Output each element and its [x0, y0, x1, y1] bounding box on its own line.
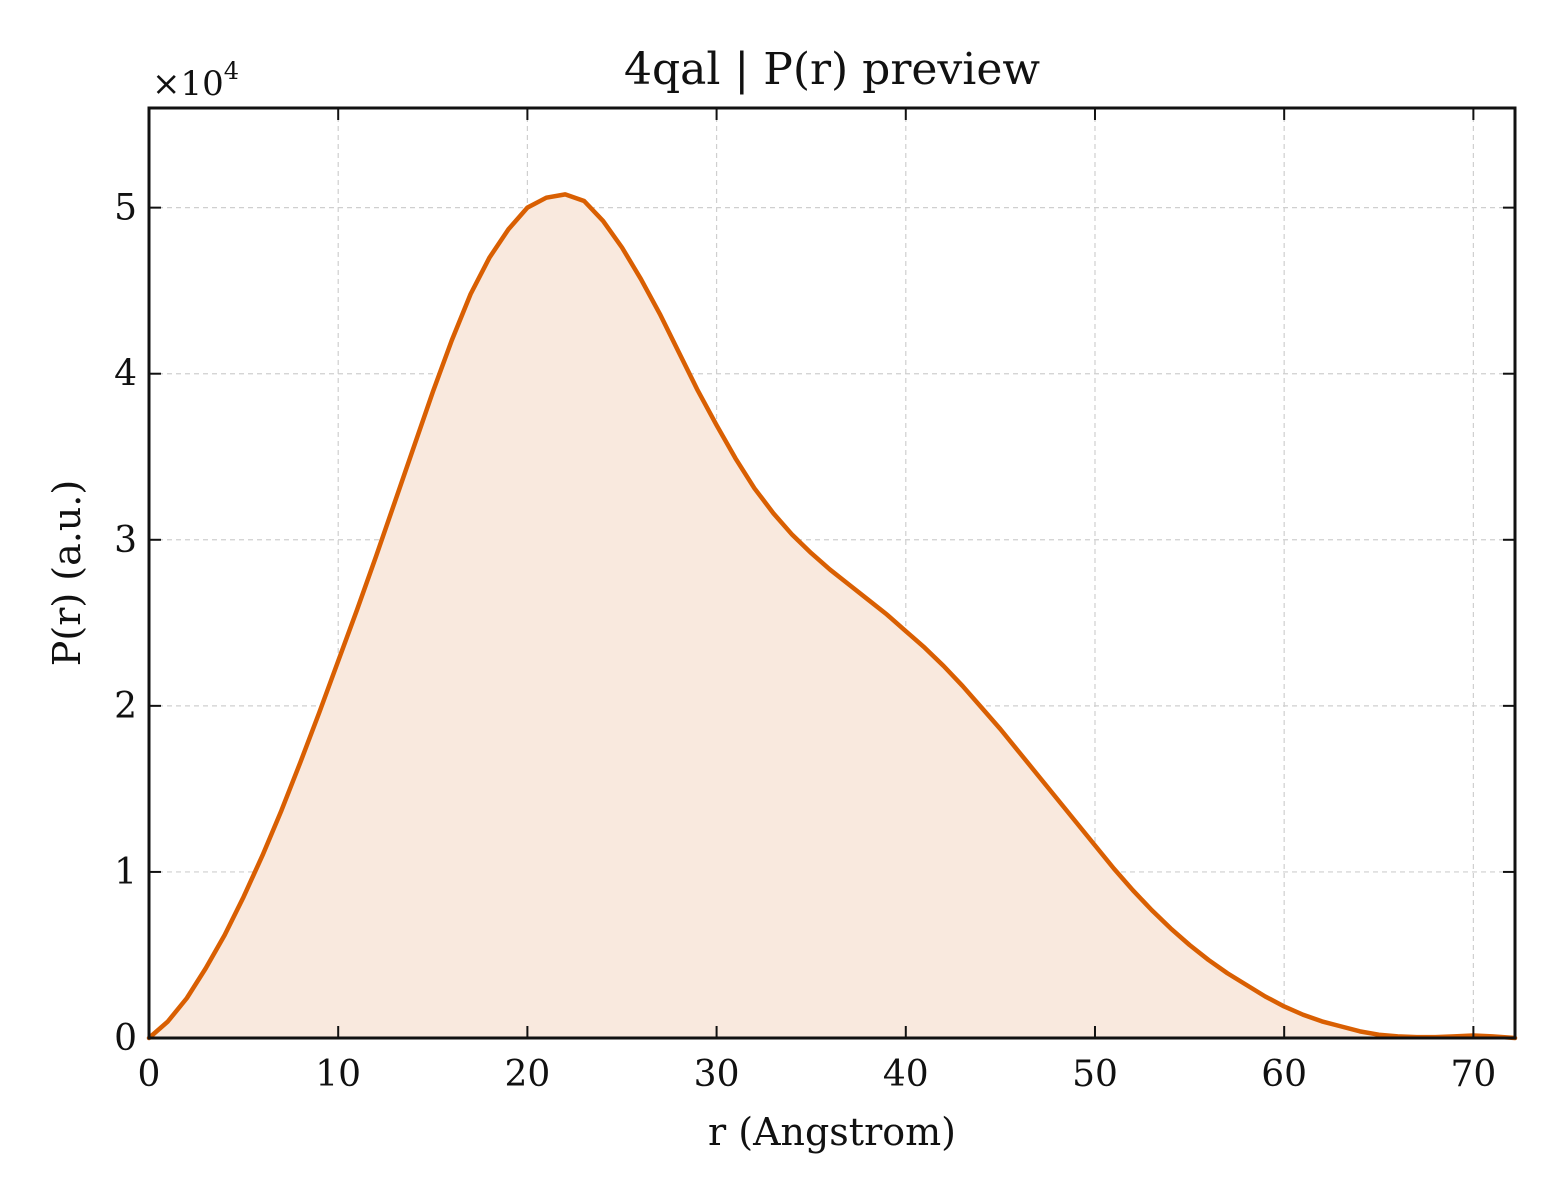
y-tick-label: 1 [114, 852, 137, 893]
chart-title: 4qal | P(r) preview [624, 44, 1040, 95]
y-axis-label: P(r) (a.u.) [45, 480, 89, 666]
tick-layer: 0 10 20 30 40 50 60 70 0 1 2 3 4 5 [114, 108, 1515, 1095]
y-tick-label: 0 [114, 1018, 137, 1059]
y-tick-label: 2 [114, 686, 137, 727]
y-multiplier-exponent: 4 [224, 57, 239, 85]
x-tick-label: 40 [883, 1054, 929, 1095]
y-multiplier: ×104 [152, 57, 239, 104]
y-tick-label: 3 [114, 520, 137, 561]
x-tick-label: 10 [315, 1054, 361, 1095]
x-tick-label: 60 [1261, 1054, 1307, 1095]
x-tick-label: 50 [1072, 1054, 1118, 1095]
x-tick-label: 30 [694, 1054, 740, 1095]
x-tick-label: 20 [504, 1054, 550, 1095]
plot-frame [147, 106, 1517, 1040]
x-tick-label: 0 [138, 1054, 161, 1095]
x-tick-label: 70 [1450, 1054, 1496, 1095]
y-tick-label: 4 [114, 354, 137, 395]
area-fill [149, 194, 1515, 1039]
x-axis-label: r (Angstrom) [708, 1110, 956, 1154]
y-tick-label: 5 [114, 188, 137, 229]
y-multiplier-base: ×10 [152, 64, 224, 104]
pr-curve-line [146, 192, 1518, 1041]
